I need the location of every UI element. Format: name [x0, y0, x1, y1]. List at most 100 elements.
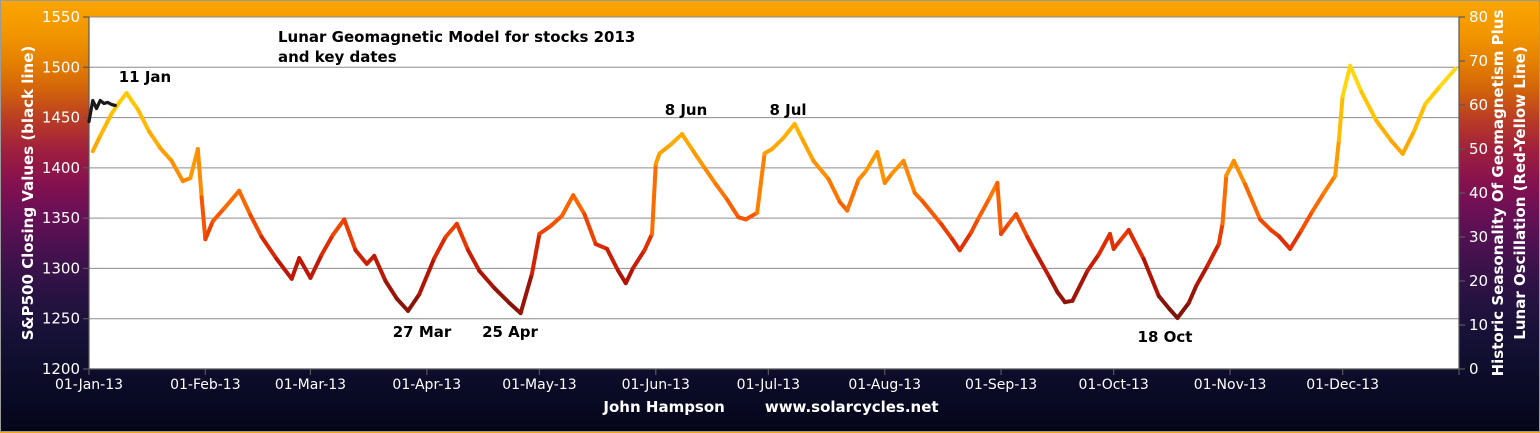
model-line-segment [616, 268, 628, 286]
model-line-segment [1423, 84, 1443, 107]
model-line-segment [406, 292, 422, 313]
x-axis-tick-label: 01-Mar-13 [275, 377, 346, 393]
model-line-segment [1047, 275, 1060, 294]
model-line-segment [210, 206, 227, 224]
model-line-segment [631, 248, 647, 270]
right-axis-tick-label: 60 [1469, 96, 1488, 114]
model-line-segment [1111, 237, 1124, 251]
model-line-segment [939, 221, 955, 242]
right-axis-tick-label: 40 [1469, 184, 1488, 202]
model-line-segment [800, 136, 816, 163]
x-axis-tick-label: 01-Nov-13 [1194, 377, 1267, 393]
model-line-segment [875, 150, 887, 185]
model-line-segment [417, 256, 437, 297]
model-line-segment [950, 237, 962, 253]
annotation-label: 25 Apr [482, 323, 538, 341]
right-axis-tick-label: 50 [1469, 140, 1488, 158]
model-line-segment [443, 221, 459, 239]
model-line-segment [1186, 283, 1199, 305]
model-line-segment [1310, 191, 1326, 214]
model-line-segment [1156, 293, 1172, 312]
model-line-segment [90, 133, 103, 154]
right-axis-tick-label: 30 [1469, 228, 1488, 246]
model-line-segment [237, 188, 253, 217]
model-line-segment [1096, 231, 1112, 257]
model-line-segment [571, 193, 587, 217]
model-line-segment [147, 129, 163, 151]
x-axis-tick-label: 01-Jan-13 [55, 377, 123, 393]
model-line-segment [668, 132, 685, 147]
left-axis-tick-label: 1500 [42, 58, 80, 76]
plot-area [89, 17, 1459, 369]
model-line-segment [109, 100, 122, 116]
model-line-segment [308, 252, 324, 280]
model-line-segment [297, 256, 313, 280]
left-axis-tick-label: 1250 [42, 310, 80, 328]
model-line-segment [432, 235, 448, 261]
model-line-segment [969, 216, 981, 235]
model-line-segment [811, 158, 831, 181]
model-line-segment [845, 177, 861, 213]
model-line-segment [124, 91, 140, 112]
model-line-segment [1224, 158, 1236, 178]
model-line-segment [999, 221, 1011, 236]
left-axis-tick-label: 1450 [42, 109, 80, 127]
x-axis-tick-label: 01-Sep-13 [965, 377, 1037, 393]
model-line-segment [1220, 173, 1229, 226]
model-line-segment [642, 231, 655, 253]
model-line-segment [1141, 257, 1161, 298]
model-line-segment [1025, 235, 1037, 254]
left-axis-tick-label: 1350 [42, 209, 80, 227]
model-line-segment [755, 151, 767, 215]
model-line-segment [353, 248, 369, 266]
model-line-segment [507, 301, 523, 316]
right-axis-tick-label: 20 [1469, 272, 1488, 290]
model-line-segment [920, 198, 944, 226]
model-line-segment [882, 171, 895, 185]
model-line-segment [702, 165, 718, 187]
model-line-segment [1126, 227, 1146, 261]
x-axis-tick-label: 01-Dec-13 [1306, 377, 1379, 393]
model-line-segment [1231, 158, 1248, 187]
model-line-segment [559, 193, 576, 218]
model-line-segment [222, 188, 242, 211]
model-line-segment [454, 221, 471, 253]
model-line-segment [743, 210, 760, 222]
model-line-segment [1032, 249, 1052, 280]
model-line-segment [826, 176, 842, 204]
model-line-segment [1243, 182, 1263, 222]
model-line-segment [1333, 138, 1341, 178]
model-line-segment [1205, 242, 1221, 268]
model-line-segment [529, 231, 542, 276]
model-line-segment [995, 180, 1004, 236]
model-line-segment [1389, 139, 1405, 156]
left-axis-tick-label: 1200 [42, 360, 80, 378]
right-axis-tick-label: 80 [1469, 8, 1488, 26]
model-line-segment [394, 296, 411, 313]
left-axis-tick-label: 1400 [42, 159, 80, 177]
model-line-segment [372, 253, 388, 283]
model-line-segment [199, 195, 208, 242]
model-line-segment [1374, 118, 1394, 144]
model-line-segment [1438, 66, 1458, 89]
annotation-label: 8 Jul [769, 101, 806, 119]
x-axis-tick-label: 01-Feb-13 [170, 377, 241, 393]
model-line-segment [691, 149, 707, 170]
model-line-segment [466, 248, 482, 273]
model-line-segment [1014, 212, 1030, 239]
model-line-segment [1340, 63, 1353, 99]
model-line-segment [781, 121, 797, 140]
model-line-segment [1359, 89, 1379, 123]
model-line-segment [135, 107, 152, 134]
model-line-segment [518, 271, 534, 316]
left-axis-tick-label: 1550 [42, 8, 80, 26]
x-axis-tick-label: 01-Jun-13 [622, 377, 690, 393]
model-line-segment [604, 246, 621, 273]
annotation-label: 8 Jun [665, 101, 708, 119]
model-line-segment [477, 268, 497, 291]
model-line-segment [1321, 173, 1338, 195]
model-line-segment [901, 158, 917, 195]
model-line-segment [537, 224, 553, 236]
model-line-segment [623, 265, 636, 286]
